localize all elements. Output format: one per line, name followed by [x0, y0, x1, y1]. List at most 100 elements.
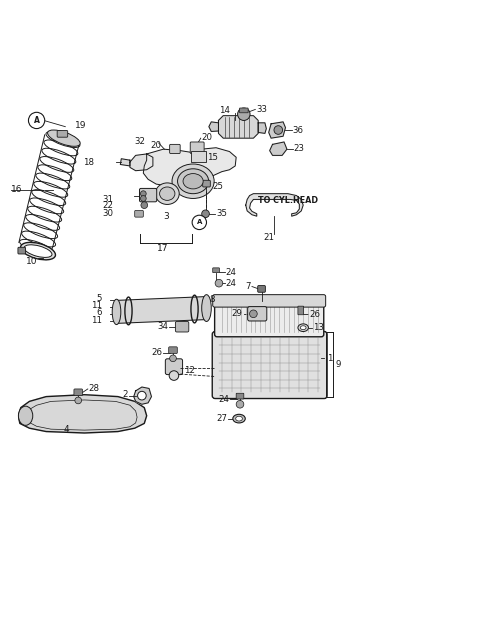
Text: 4: 4 [64, 425, 70, 434]
FancyBboxPatch shape [140, 188, 157, 202]
Text: 14: 14 [219, 106, 230, 115]
Text: 9: 9 [336, 360, 341, 369]
Text: 36: 36 [293, 126, 304, 134]
Polygon shape [19, 395, 147, 433]
Text: 26: 26 [152, 348, 162, 357]
Circle shape [215, 279, 223, 287]
FancyBboxPatch shape [213, 295, 325, 307]
FancyBboxPatch shape [298, 306, 304, 315]
Circle shape [238, 108, 250, 121]
FancyBboxPatch shape [135, 210, 144, 217]
Text: 12: 12 [183, 366, 194, 375]
Text: 3: 3 [163, 212, 168, 220]
FancyBboxPatch shape [168, 347, 177, 353]
Polygon shape [117, 297, 206, 323]
Ellipse shape [18, 406, 33, 425]
Polygon shape [218, 116, 258, 138]
Ellipse shape [178, 169, 209, 194]
Circle shape [236, 400, 244, 408]
FancyBboxPatch shape [175, 321, 189, 332]
FancyBboxPatch shape [212, 332, 327, 399]
FancyBboxPatch shape [215, 301, 324, 337]
Polygon shape [270, 142, 287, 155]
Circle shape [28, 112, 45, 129]
Text: 34: 34 [157, 322, 168, 331]
Text: 35: 35 [216, 209, 227, 219]
Circle shape [250, 310, 257, 318]
Circle shape [75, 397, 82, 404]
Polygon shape [258, 123, 266, 133]
Text: 20: 20 [150, 141, 161, 150]
Ellipse shape [183, 173, 203, 189]
Circle shape [138, 391, 146, 400]
Polygon shape [134, 387, 152, 404]
Polygon shape [130, 154, 153, 171]
Text: 23: 23 [294, 144, 305, 153]
Text: 27: 27 [216, 414, 227, 423]
Text: 13: 13 [313, 323, 324, 332]
Text: 26: 26 [309, 310, 320, 319]
Ellipse shape [156, 183, 179, 204]
Ellipse shape [21, 243, 56, 260]
Text: 2: 2 [122, 390, 128, 399]
Text: 7: 7 [245, 282, 251, 291]
FancyBboxPatch shape [248, 306, 267, 321]
Text: 24: 24 [226, 279, 237, 288]
Ellipse shape [202, 295, 211, 321]
Circle shape [202, 210, 209, 218]
Ellipse shape [48, 130, 80, 146]
Text: 16: 16 [11, 185, 23, 194]
Text: 25: 25 [212, 181, 223, 191]
Text: 24: 24 [218, 395, 229, 404]
Text: A: A [34, 116, 39, 125]
Circle shape [141, 202, 148, 209]
FancyBboxPatch shape [236, 393, 244, 399]
Text: 8: 8 [209, 295, 215, 305]
FancyBboxPatch shape [165, 359, 182, 374]
FancyBboxPatch shape [74, 389, 83, 396]
Text: 28: 28 [89, 384, 100, 394]
Ellipse shape [298, 324, 309, 332]
Ellipse shape [233, 414, 245, 423]
Text: 32: 32 [134, 137, 145, 147]
FancyBboxPatch shape [169, 144, 180, 154]
Text: 5: 5 [96, 295, 102, 303]
Text: 11: 11 [91, 301, 102, 310]
Ellipse shape [300, 326, 306, 329]
Polygon shape [144, 148, 236, 186]
Text: 20: 20 [202, 132, 213, 142]
Polygon shape [209, 122, 218, 131]
Text: 1: 1 [327, 354, 333, 363]
Polygon shape [246, 194, 303, 216]
Text: 33: 33 [256, 105, 267, 114]
Ellipse shape [159, 187, 175, 201]
Text: 24: 24 [226, 267, 237, 277]
Text: 11: 11 [91, 316, 102, 324]
Polygon shape [120, 158, 130, 166]
Text: TO CYL.HEAD: TO CYL.HEAD [258, 196, 318, 205]
FancyBboxPatch shape [190, 142, 204, 154]
FancyBboxPatch shape [240, 108, 248, 113]
FancyBboxPatch shape [213, 268, 219, 272]
FancyBboxPatch shape [203, 180, 210, 187]
Ellipse shape [112, 299, 121, 324]
Circle shape [141, 196, 146, 201]
FancyBboxPatch shape [258, 285, 265, 292]
Circle shape [169, 371, 179, 380]
FancyBboxPatch shape [191, 151, 206, 162]
Text: 29: 29 [231, 310, 242, 318]
Polygon shape [269, 122, 286, 138]
Circle shape [192, 215, 206, 230]
FancyBboxPatch shape [18, 247, 25, 254]
Circle shape [141, 191, 146, 197]
Text: 10: 10 [26, 257, 37, 266]
Text: 6: 6 [96, 308, 102, 317]
Text: 15: 15 [207, 153, 218, 162]
Ellipse shape [172, 164, 214, 199]
Text: 22: 22 [102, 201, 113, 210]
Text: 18: 18 [83, 158, 94, 167]
Ellipse shape [236, 416, 242, 421]
Text: 30: 30 [102, 209, 113, 219]
Text: 21: 21 [263, 233, 274, 242]
Text: 19: 19 [75, 121, 86, 130]
